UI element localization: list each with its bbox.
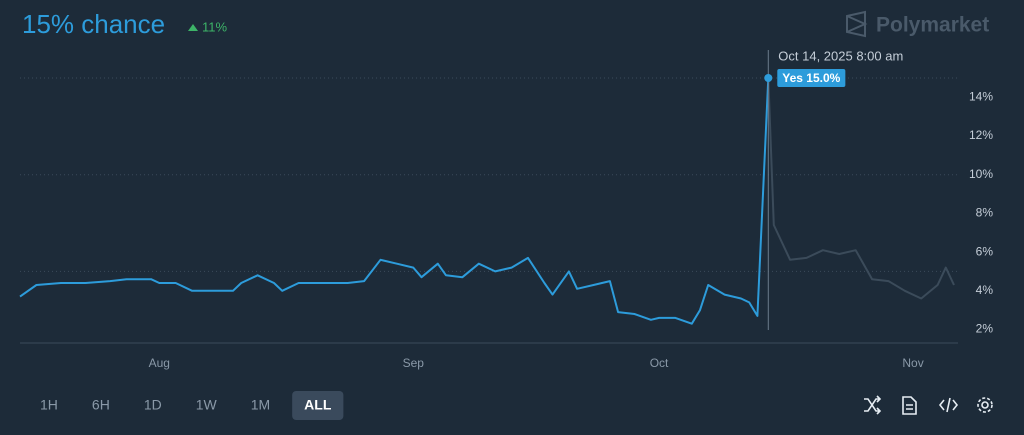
range-button[interactable]: 1M bbox=[239, 391, 282, 420]
shuffle-icon[interactable] bbox=[864, 395, 882, 415]
range-button-label: 1M bbox=[251, 397, 270, 413]
y-tick-label: 8% bbox=[976, 206, 994, 220]
line-after-hover bbox=[767, 77, 955, 300]
y-tick-label: 12% bbox=[969, 128, 993, 142]
brand: Polymarket bbox=[876, 14, 989, 37]
y-tick-label: 6% bbox=[976, 244, 994, 258]
range-button[interactable]: 6H bbox=[80, 391, 122, 420]
range-button-label: 1W bbox=[196, 397, 218, 413]
range-button[interactable]: 1W bbox=[184, 391, 229, 420]
range-button[interactable]: 1D bbox=[132, 391, 174, 420]
toolbar-icons bbox=[864, 395, 993, 415]
tooltip-date: Oct 14, 2025 8:00 am bbox=[778, 48, 903, 63]
range-button[interactable]: 1H bbox=[28, 391, 70, 420]
headline: 15% chance bbox=[22, 9, 165, 39]
y-tick-label: 10% bbox=[969, 167, 993, 181]
range-button-label: 6H bbox=[92, 397, 110, 413]
up-arrow bbox=[188, 24, 198, 31]
line bbox=[19, 77, 770, 325]
range-button-label: 1D bbox=[144, 397, 162, 413]
tooltip-badge bbox=[777, 69, 846, 88]
range-button-bg bbox=[292, 391, 344, 420]
document-icon[interactable] bbox=[902, 396, 917, 415]
x-tick-label: Oct bbox=[650, 356, 669, 370]
x-tick-label: Sep bbox=[403, 356, 425, 370]
settings-icon[interactable] bbox=[977, 397, 993, 413]
change: 11% bbox=[202, 19, 227, 34]
range-button-label: 1H bbox=[40, 397, 58, 413]
y-tick-label: 2% bbox=[976, 322, 994, 336]
hover-point bbox=[764, 74, 773, 83]
range-button[interactable]: ALL bbox=[292, 391, 344, 420]
y-tick-label: 14% bbox=[969, 90, 993, 104]
x-tick-label: Nov bbox=[902, 356, 923, 370]
y-tick-label: 4% bbox=[976, 283, 994, 297]
tooltip-label: Yes 15.0% bbox=[782, 71, 840, 85]
embed-icon[interactable] bbox=[938, 397, 959, 413]
x-tick-label: Aug bbox=[149, 356, 170, 370]
range-button-label: ALL bbox=[304, 397, 332, 413]
logo bbox=[846, 10, 868, 38]
